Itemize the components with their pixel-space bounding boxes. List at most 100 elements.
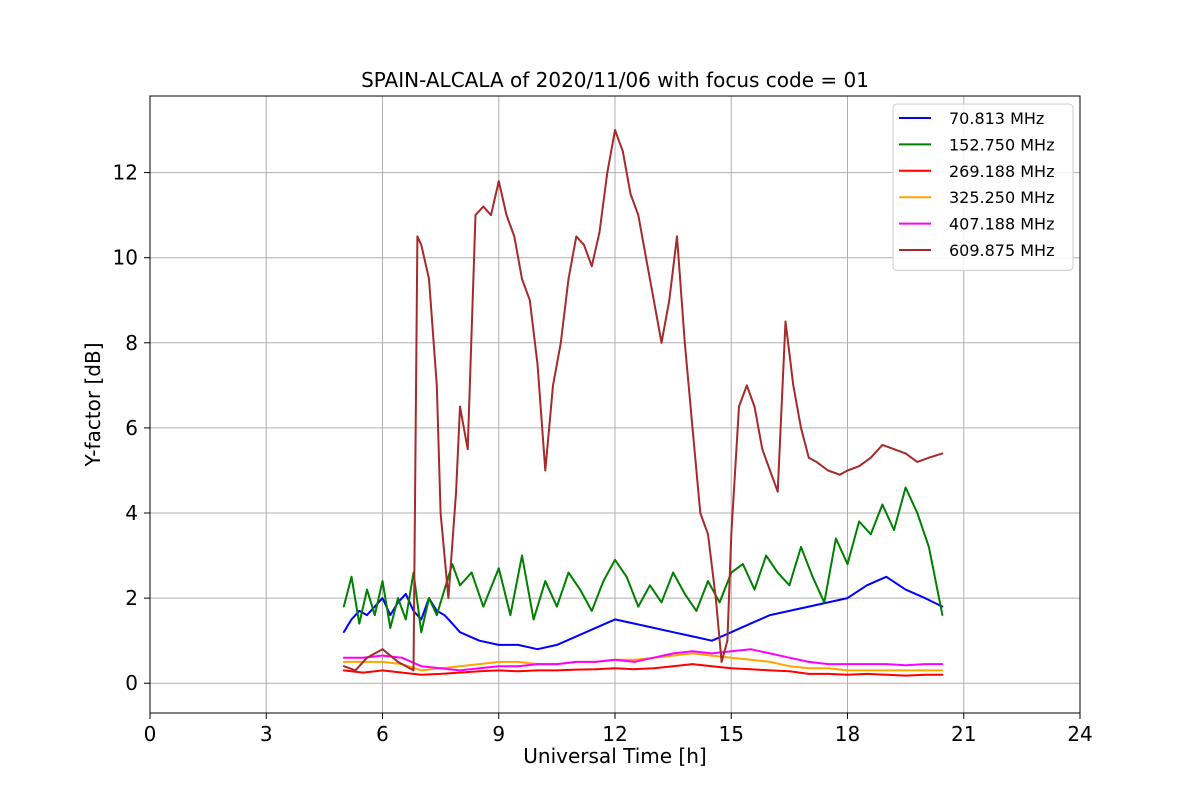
y-tick-label: 4 xyxy=(125,501,138,525)
data-point xyxy=(753,405,756,408)
data-point xyxy=(730,667,733,670)
data-point xyxy=(625,575,628,578)
data-point xyxy=(350,575,353,578)
data-point xyxy=(567,571,570,574)
data-point xyxy=(528,299,531,302)
y-tick-label: 6 xyxy=(125,416,138,440)
y-tick-label: 10 xyxy=(113,246,138,270)
data-point xyxy=(691,663,694,665)
data-point xyxy=(749,668,752,671)
data-point xyxy=(389,626,392,629)
data-point xyxy=(637,605,640,608)
data-point xyxy=(846,469,849,472)
data-point xyxy=(699,512,702,514)
data-point xyxy=(924,669,926,672)
data-point xyxy=(672,654,675,657)
data-point xyxy=(846,597,849,600)
data-point xyxy=(497,567,500,570)
legend-entry: 609.875 MHz xyxy=(949,241,1054,260)
data-point xyxy=(342,661,345,663)
data-point xyxy=(869,533,872,536)
data-point xyxy=(823,601,826,604)
data-point xyxy=(788,670,791,673)
data-point xyxy=(788,609,791,612)
data-point xyxy=(633,661,636,663)
data-point xyxy=(478,639,481,642)
data-point xyxy=(761,448,764,451)
series-line xyxy=(343,129,943,672)
data-point xyxy=(447,597,450,600)
x-tick-label: 21 xyxy=(951,722,976,746)
data-point xyxy=(381,580,384,582)
data-point xyxy=(807,661,810,663)
data-point xyxy=(788,656,791,659)
data-point xyxy=(517,661,520,663)
data-point xyxy=(478,663,481,665)
data-point xyxy=(927,456,930,459)
data-point xyxy=(614,558,616,561)
data-point xyxy=(924,663,926,665)
x-tick-label: 12 xyxy=(602,722,627,746)
data-point xyxy=(497,644,500,646)
data-point xyxy=(672,631,675,634)
x-axis-label: Universal Time [h] xyxy=(523,744,706,768)
data-point xyxy=(350,618,353,621)
data-point xyxy=(544,580,547,582)
data-point xyxy=(672,665,675,668)
data-point xyxy=(583,244,585,246)
series-group xyxy=(342,575,944,651)
data-point xyxy=(714,597,717,600)
data-point xyxy=(765,554,768,557)
data-point xyxy=(730,533,733,536)
data-point xyxy=(373,605,376,608)
data-point xyxy=(652,667,655,670)
data-point xyxy=(404,592,407,595)
data-point xyxy=(885,669,888,672)
data-point xyxy=(811,575,814,578)
data-point xyxy=(466,448,469,451)
x-tick-label: 6 xyxy=(376,722,389,746)
data-point xyxy=(342,605,345,608)
data-point xyxy=(691,635,694,638)
data-point xyxy=(941,669,944,672)
data-point xyxy=(389,614,392,617)
x-tick-label: 3 xyxy=(260,722,273,746)
data-point xyxy=(807,667,810,670)
data-point xyxy=(482,205,485,208)
data-point xyxy=(683,592,686,595)
data-point xyxy=(342,669,345,672)
data-point xyxy=(439,512,442,514)
data-point xyxy=(594,626,597,629)
data-point xyxy=(420,669,423,672)
series-group xyxy=(342,129,944,672)
data-point xyxy=(366,656,368,659)
data-point xyxy=(400,656,403,659)
legend-box xyxy=(892,103,1074,271)
y-axis-label: Y-factor [dB] xyxy=(81,342,105,467)
data-point xyxy=(590,265,593,268)
data-point xyxy=(838,473,841,476)
data-point xyxy=(753,588,756,591)
data-point xyxy=(621,150,624,153)
data-point xyxy=(521,278,523,280)
data-point xyxy=(807,672,810,675)
data-point xyxy=(749,658,752,661)
chart-title: SPAIN-ALCALA of 2020/11/06 with focus co… xyxy=(361,68,869,92)
data-point xyxy=(769,614,771,617)
data-point xyxy=(521,554,523,557)
data-point xyxy=(738,405,740,408)
data-point xyxy=(381,661,384,663)
data-point xyxy=(916,512,919,514)
data-point xyxy=(941,452,944,455)
data-point xyxy=(668,299,671,302)
data-point xyxy=(420,665,423,668)
data-point xyxy=(846,669,849,672)
data-point xyxy=(691,652,694,655)
data-point xyxy=(373,614,376,617)
data-point xyxy=(459,631,461,634)
data-point xyxy=(478,670,481,673)
data-point xyxy=(517,670,520,673)
data-point xyxy=(827,672,830,675)
data-point xyxy=(672,652,675,655)
data-point xyxy=(707,533,709,536)
